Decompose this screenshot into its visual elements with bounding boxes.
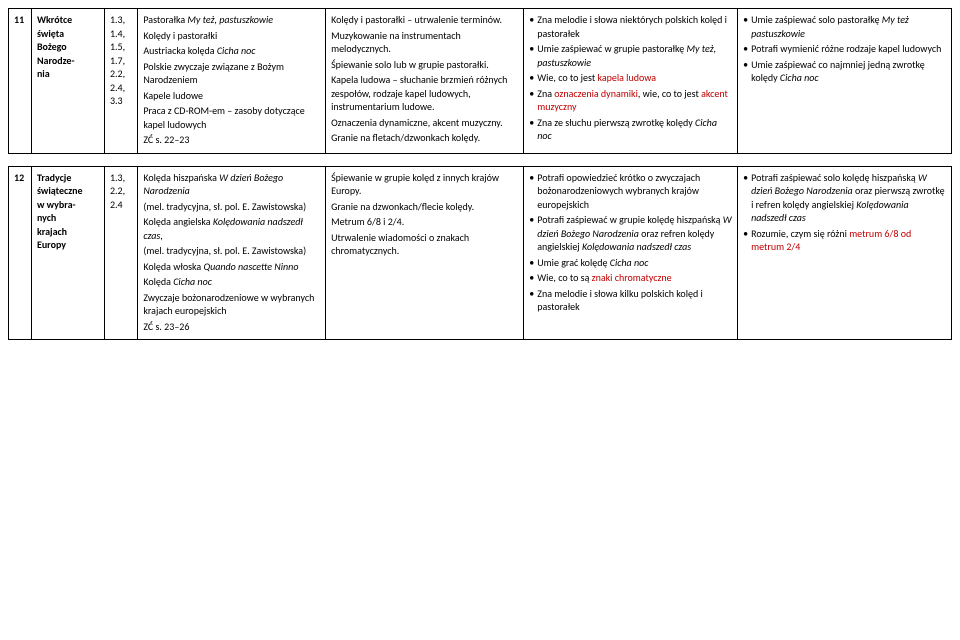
outcomes1-cell: Potrafi opowiedzieć krótko o zwyczajach … xyxy=(524,166,738,340)
refs-cell: 1.3,1.4,1.5,1.7,2.2,2.4,3.3 xyxy=(104,9,137,154)
outcomes1-cell: Zna melodie i słowa niektórych polskich … xyxy=(524,9,738,154)
content-cell: Pastorałka My też, pastuszkowieKolędy i … xyxy=(138,9,326,154)
row-number: 12 xyxy=(9,166,32,340)
curriculum-table: 11WkrótceświętaBożegoNarodze-nia1.3,1.4,… xyxy=(8,8,952,340)
refs-cell: 1.3,2.2,2.4 xyxy=(104,166,137,340)
table-row: 11WkrótceświętaBożegoNarodze-nia1.3,1.4,… xyxy=(9,9,952,154)
table-row: 12Tradycjeświątecznew wybra-nychkrajachE… xyxy=(9,166,952,340)
outcomes2-cell: Potrafi zaśpiewać solo kolędę hiszpańską… xyxy=(738,166,952,340)
row-number: 11 xyxy=(9,9,32,154)
activities-cell: Śpiewanie w grupie kolęd z innych krajów… xyxy=(326,166,524,340)
content-cell: Kolęda hiszpańska W dzień Bożego Narodze… xyxy=(138,166,326,340)
topic-cell: WkrótceświętaBożegoNarodze-nia xyxy=(31,9,104,154)
activities-cell: Kolędy i pastorałki – utrwalenie terminó… xyxy=(326,9,524,154)
outcomes2-cell: Umie zaśpiewać solo pastorałkę My też pa… xyxy=(738,9,952,154)
topic-cell: Tradycjeświątecznew wybra-nychkrajachEur… xyxy=(31,166,104,340)
